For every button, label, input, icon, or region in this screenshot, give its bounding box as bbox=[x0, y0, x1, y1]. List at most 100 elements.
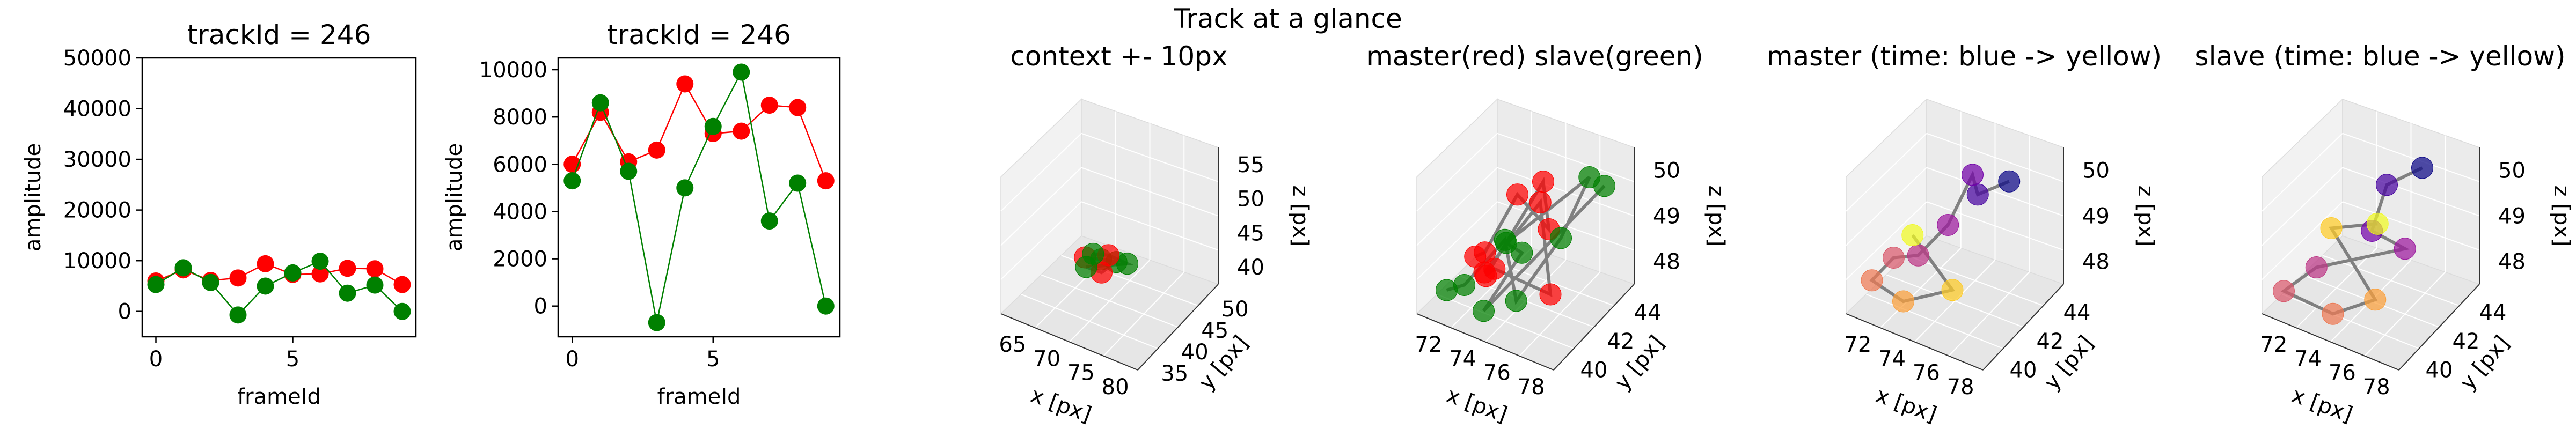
y-tick-label: 50000 bbox=[63, 46, 131, 71]
floor-grid-line bbox=[1886, 274, 2024, 328]
series-2-point bbox=[311, 253, 329, 270]
z-tick-label: 49 bbox=[1653, 204, 1680, 229]
series-2-point bbox=[620, 162, 638, 180]
master-point bbox=[1539, 283, 1562, 306]
series-2-point bbox=[591, 94, 609, 112]
y-tick-label: 6000 bbox=[493, 152, 547, 177]
x-tick-label: 78 bbox=[2363, 375, 2390, 400]
series-2-point bbox=[733, 63, 750, 81]
series-2-point bbox=[339, 284, 356, 302]
track-point bbox=[1901, 224, 1924, 246]
z-tick-label: 50 bbox=[1653, 159, 1680, 183]
figure-suptitle: Track at a glance bbox=[1173, 3, 1402, 34]
wall-grid-line bbox=[2342, 167, 2480, 217]
z-tick-label: 48 bbox=[2082, 250, 2110, 275]
wall-grid-line bbox=[2262, 201, 2343, 280]
series-2-point bbox=[366, 276, 384, 294]
y-tick-label: 10000 bbox=[479, 58, 547, 83]
y-tick-label: 35 bbox=[1161, 361, 1188, 386]
series-2-line bbox=[155, 260, 403, 316]
z-tick-label: 45 bbox=[1237, 221, 1264, 246]
y-tick-label: 40000 bbox=[63, 97, 131, 122]
z-axis-label: z [px] bbox=[1288, 186, 1313, 247]
master-point bbox=[1473, 261, 1496, 284]
series-1-point bbox=[366, 260, 384, 278]
z-axis-label: z [px] bbox=[2133, 186, 2158, 247]
track-point bbox=[1892, 290, 1914, 313]
y-axis-line bbox=[2398, 284, 2480, 371]
slave-point bbox=[1550, 227, 1572, 249]
series-2-point bbox=[648, 314, 665, 331]
track-line bbox=[2280, 166, 2423, 316]
x-tick-label: 80 bbox=[1102, 375, 1129, 400]
series-2-point bbox=[257, 277, 274, 295]
x-tick-label: 65 bbox=[999, 332, 1026, 357]
z-tick-label: 55 bbox=[1237, 153, 1264, 177]
floor-grid-line bbox=[1519, 271, 1600, 357]
z-tick-label: 49 bbox=[2082, 204, 2110, 229]
x-tick-label: 76 bbox=[1483, 361, 1511, 386]
track-point bbox=[1883, 247, 1905, 269]
y-tick-label: 44 bbox=[2063, 301, 2091, 326]
floor-grid-line bbox=[1103, 271, 1184, 357]
track-point bbox=[1966, 183, 1989, 206]
y-tick-label: 45 bbox=[1201, 319, 1228, 343]
master-point bbox=[1532, 171, 1554, 193]
x-tick-label: 72 bbox=[2260, 332, 2287, 357]
x-axis-line bbox=[2262, 313, 2399, 371]
y-tick-label: 0 bbox=[534, 294, 547, 319]
track-point bbox=[1907, 244, 1929, 267]
x-tick-label: 70 bbox=[1033, 346, 1060, 371]
x-tick-label: 0 bbox=[149, 347, 163, 372]
wall-grid-line bbox=[2262, 133, 2343, 212]
track-point bbox=[2364, 289, 2387, 311]
y-tick-label: 30000 bbox=[63, 147, 131, 172]
track-point bbox=[1116, 253, 1138, 275]
master-point bbox=[1506, 183, 1528, 206]
z-axis-label: z [px] bbox=[2549, 186, 2574, 247]
x-tick-label: 5 bbox=[286, 347, 299, 372]
wall-grid-line bbox=[1497, 132, 1635, 182]
track-point bbox=[2305, 256, 2328, 278]
series-1-point bbox=[817, 172, 835, 190]
slave-point bbox=[1593, 175, 1615, 197]
series-2-point bbox=[564, 172, 581, 190]
series-1-point bbox=[393, 276, 411, 293]
series-1-point bbox=[311, 265, 329, 283]
x-axis-label: frameId bbox=[657, 384, 741, 409]
wall-grid-line bbox=[1926, 167, 2064, 217]
chart-title: context +- 10px bbox=[1010, 41, 1227, 72]
series-2-point bbox=[174, 259, 192, 277]
track-point bbox=[1082, 242, 1104, 265]
z-tick-label: 49 bbox=[2498, 204, 2526, 229]
x-axis-line bbox=[1000, 313, 1138, 371]
master-point bbox=[1529, 191, 1552, 213]
chart-title: master (time: blue -> yellow) bbox=[1767, 41, 2162, 72]
wall-grid-line bbox=[1416, 133, 1498, 212]
wall-grid-line bbox=[1000, 167, 1082, 246]
y-axis-line bbox=[1553, 284, 1635, 371]
x-axis-label: x [px] bbox=[1872, 383, 1940, 427]
x-axis-label: frameId bbox=[237, 384, 321, 409]
x-tick-label: 78 bbox=[1518, 375, 1545, 400]
z-tick-label: 50 bbox=[2082, 159, 2110, 183]
track-point bbox=[1941, 279, 1964, 301]
x-tick-label: 78 bbox=[1947, 375, 1974, 400]
chart-title: slave (time: blue -> yellow) bbox=[2195, 41, 2566, 72]
y-tick-label: 40 bbox=[2010, 358, 2037, 382]
track-point bbox=[2366, 212, 2389, 235]
track-point bbox=[2394, 238, 2416, 260]
wall-grid-line bbox=[2262, 167, 2343, 246]
series-2-point bbox=[817, 297, 835, 315]
track-point bbox=[1998, 170, 2021, 193]
track-point bbox=[2376, 174, 2398, 196]
chart-title: trackId = 246 bbox=[607, 19, 791, 50]
chart-title: master(red) slave(green) bbox=[1366, 41, 1703, 72]
z-tick-label: 48 bbox=[2498, 250, 2526, 275]
y-tick-label: 20000 bbox=[63, 198, 131, 223]
y-axis-label: amplitude bbox=[21, 143, 46, 252]
y-tick-label: 40 bbox=[2426, 358, 2453, 382]
wall-grid-line bbox=[1081, 132, 1219, 182]
